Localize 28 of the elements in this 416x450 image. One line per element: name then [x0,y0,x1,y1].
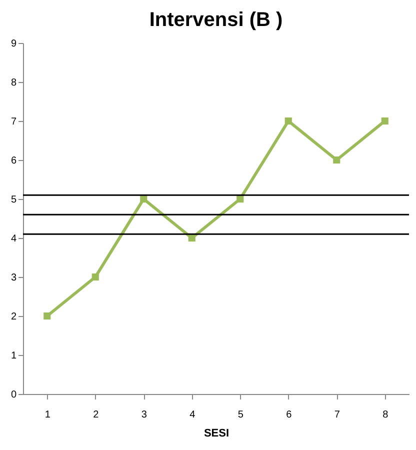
point [44,312,51,320]
x-tick-label: 7 [334,410,340,420]
x-tick-label: 8 [382,410,389,420]
x-tick-label: 1 [44,410,51,420]
y-tick-label: 9 [10,38,17,50]
y-tick-label: 5 [10,194,17,206]
point [92,273,99,281]
x-axis-title: SESI [204,428,230,440]
point [140,195,148,203]
y-tick-label: 2 [10,312,17,322]
y-tick-label: 8 [10,78,17,88]
point [188,234,196,242]
y-tick-label: 4 [10,234,17,244]
point [284,117,292,125]
y-tick-label: 0 [10,390,17,400]
point [236,195,244,203]
y-tick-label: 3 [10,272,17,284]
y-tick-label: 6 [10,156,17,166]
x-tick-label: 2 [93,410,100,420]
x-tick-label: 5 [238,410,244,420]
x-tick-label: 6 [286,410,292,420]
y-tick-label: 7 [10,116,17,128]
y-tick-label: 1 [10,350,17,362]
x-tick-label: 4 [190,410,196,420]
point [333,156,340,164]
chart-title: Intervensi (B ) [149,9,283,31]
x-tick-label: 3 [141,410,148,420]
point [381,117,388,125]
